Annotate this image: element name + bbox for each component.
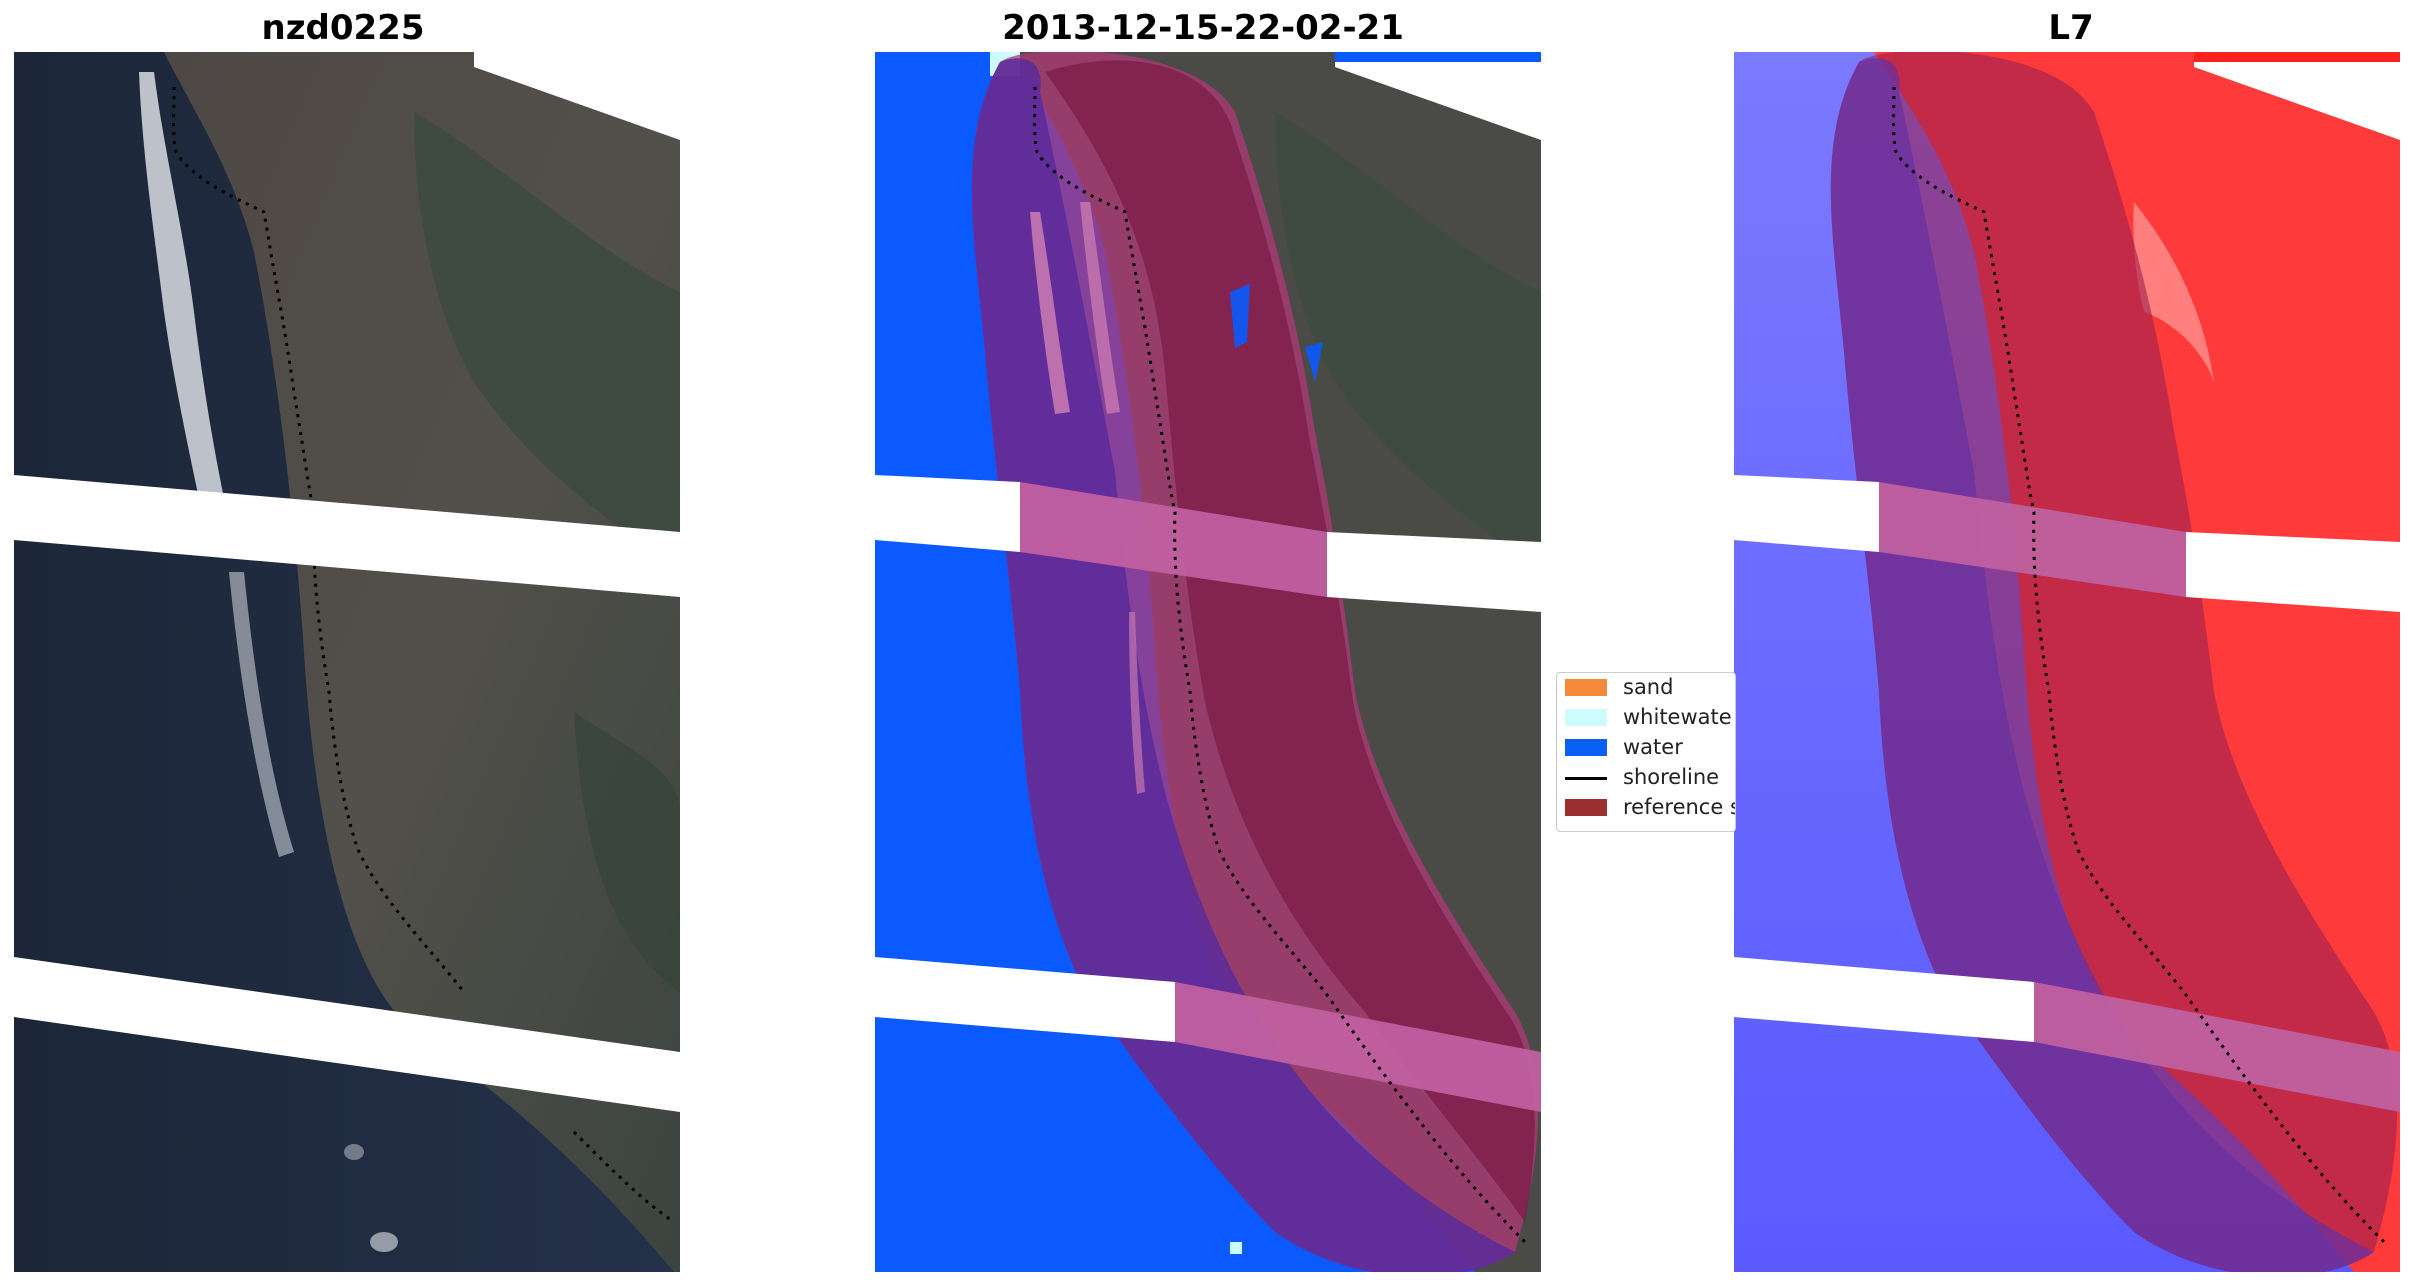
- legend-label-whitewater: whitewate: [1623, 705, 1732, 729]
- legend-item-reference: reference s: [1557, 793, 1736, 823]
- classification-image: [875, 52, 1541, 1272]
- panel-title-3: L7: [2048, 8, 2094, 48]
- legend-item-whitewater: whitewate: [1557, 703, 1735, 733]
- panel-title-2: 2013-12-15-22-02-21: [1002, 8, 1404, 48]
- reference-swatch: [1565, 799, 1607, 816]
- index-image: [1734, 52, 2400, 1272]
- whitewater-swatch: [1565, 709, 1607, 726]
- legend-item-water: water: [1557, 733, 1735, 763]
- legend: sand whitewate water shoreline reference…: [1556, 672, 1736, 832]
- index-panel: [1734, 52, 2400, 1272]
- rgb-image: [14, 52, 680, 1272]
- rgb-image-panel: [14, 52, 680, 1272]
- shoreline-line-swatch: [1565, 777, 1607, 780]
- legend-label-sand: sand: [1623, 675, 1674, 699]
- legend-item-sand: sand: [1557, 673, 1735, 703]
- legend-item-shoreline: shoreline: [1557, 763, 1735, 793]
- water-swatch: [1565, 739, 1607, 756]
- legend-label-shoreline: shoreline: [1623, 765, 1720, 789]
- classification-panel: [875, 52, 1541, 1272]
- sand-swatch: [1565, 679, 1607, 696]
- legend-label-water: water: [1623, 735, 1683, 759]
- panel-title-1: nzd0225: [261, 8, 425, 48]
- legend-label-reference: reference s: [1623, 795, 1736, 819]
